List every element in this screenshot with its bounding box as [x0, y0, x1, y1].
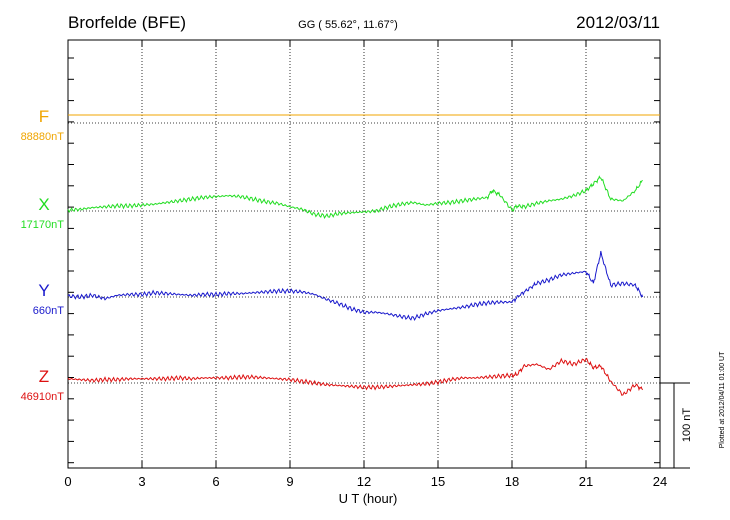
series-baseline-z: 46910nT	[21, 391, 65, 403]
x-tick-label-12: 12	[357, 474, 371, 489]
series-labels: F 88880nT X 17170nT Y 660nT Z 46910nT	[21, 107, 65, 403]
x-tick-label-6: 6	[212, 474, 219, 489]
series-line-x	[67, 175, 643, 220]
x-axis-label: U T (hour)	[339, 491, 398, 506]
series-line-y	[67, 250, 644, 322]
series-baseline-y: 660nT	[33, 305, 64, 317]
x-tick-label-21: 21	[579, 474, 593, 489]
x-tick-label-18: 18	[505, 474, 519, 489]
x-tick-label-15: 15	[431, 474, 445, 489]
series-name-z: Z	[39, 367, 49, 386]
x-tick-label-9: 9	[286, 474, 293, 489]
scale-bar-label: 100 nT	[681, 408, 693, 443]
x-tick-labels: 0 3 6 9 12 15 18 21 24	[64, 474, 667, 489]
series-name-x: X	[38, 195, 49, 214]
series-name-y: Y	[38, 281, 49, 300]
x-tick-label-3: 3	[138, 474, 145, 489]
plot-date: 2012/03/11	[576, 13, 660, 32]
series-line-z	[67, 357, 644, 396]
station-coordinates: GG ( 55.62°, 11.67°)	[298, 19, 398, 31]
vertical-gridlines	[141, 40, 587, 468]
series-baseline-x: 17170nT	[21, 219, 65, 231]
station-title: Brorfelde (BFE)	[68, 13, 186, 32]
x-tick-label-0: 0	[64, 474, 71, 489]
series-name-f: F	[39, 107, 49, 126]
scale-bar: 100 nT	[660, 382, 693, 469]
x-tick-label-24: 24	[653, 474, 667, 489]
plotted-timestamp: Plotted at 2012/04/11 01:00 UT	[719, 351, 726, 448]
axis-ticks	[67, 40, 661, 468]
series-lines	[67, 114, 660, 396]
series-baseline-f: 88880nT	[21, 131, 65, 143]
